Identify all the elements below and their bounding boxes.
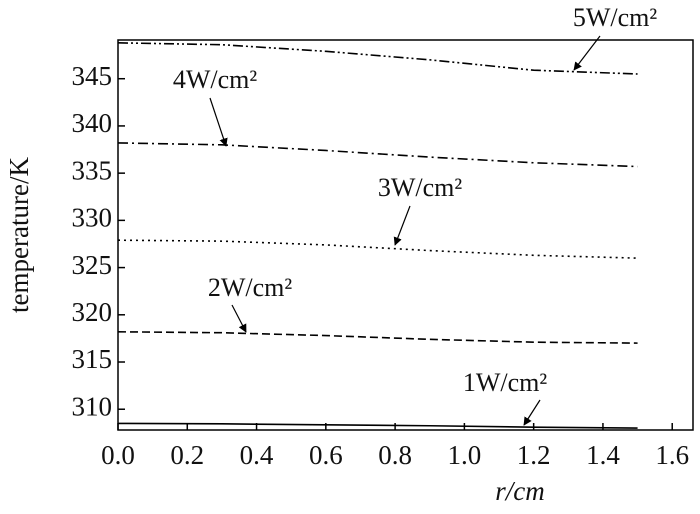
x-tick-label: 1.6 [655, 440, 689, 470]
series-line [117, 239, 638, 259]
y-tick-label: 310 [72, 391, 113, 421]
y-tick-label: 345 [72, 61, 113, 91]
plot-frame [117, 39, 694, 431]
x-tick-label: 1.2 [517, 440, 551, 470]
y-tick-label: 320 [72, 297, 113, 327]
x-axis-label: r/cm [495, 476, 545, 506]
series-label: 5W/cm² [573, 3, 658, 32]
series-line [117, 142, 638, 168]
x-tick-label: 0.4 [240, 440, 274, 470]
x-tick-label: 0.6 [309, 440, 343, 470]
series-line [117, 42, 638, 75]
y-axis-label: temperature/K [4, 157, 34, 313]
series-label: 1W/cm² [463, 368, 548, 397]
annotation-arrow [523, 399, 541, 426]
annotation-arrow [393, 205, 411, 246]
y-tick-label: 325 [72, 250, 113, 280]
x-tick-label: 1.0 [448, 440, 482, 470]
series-line [117, 330, 638, 344]
y-tick-label: 340 [72, 108, 113, 138]
annotation-arrow [231, 304, 247, 333]
x-tick-label: 1.4 [586, 440, 620, 470]
series-label: 4W/cm² [173, 65, 258, 94]
series-label: 3W/cm² [378, 173, 463, 202]
annotation-arrow [573, 35, 601, 71]
series-line [117, 422, 638, 429]
y-tick-label: 330 [72, 203, 113, 233]
x-tick-label: 0.2 [170, 440, 204, 470]
x-tick-label: 0.0 [101, 440, 135, 470]
series-label: 2W/cm² [208, 273, 293, 302]
y-tick-label: 315 [72, 344, 113, 374]
y-tick-label: 335 [72, 155, 113, 185]
x-tick-label: 0.8 [378, 440, 412, 470]
annotation-arrow [209, 97, 228, 147]
